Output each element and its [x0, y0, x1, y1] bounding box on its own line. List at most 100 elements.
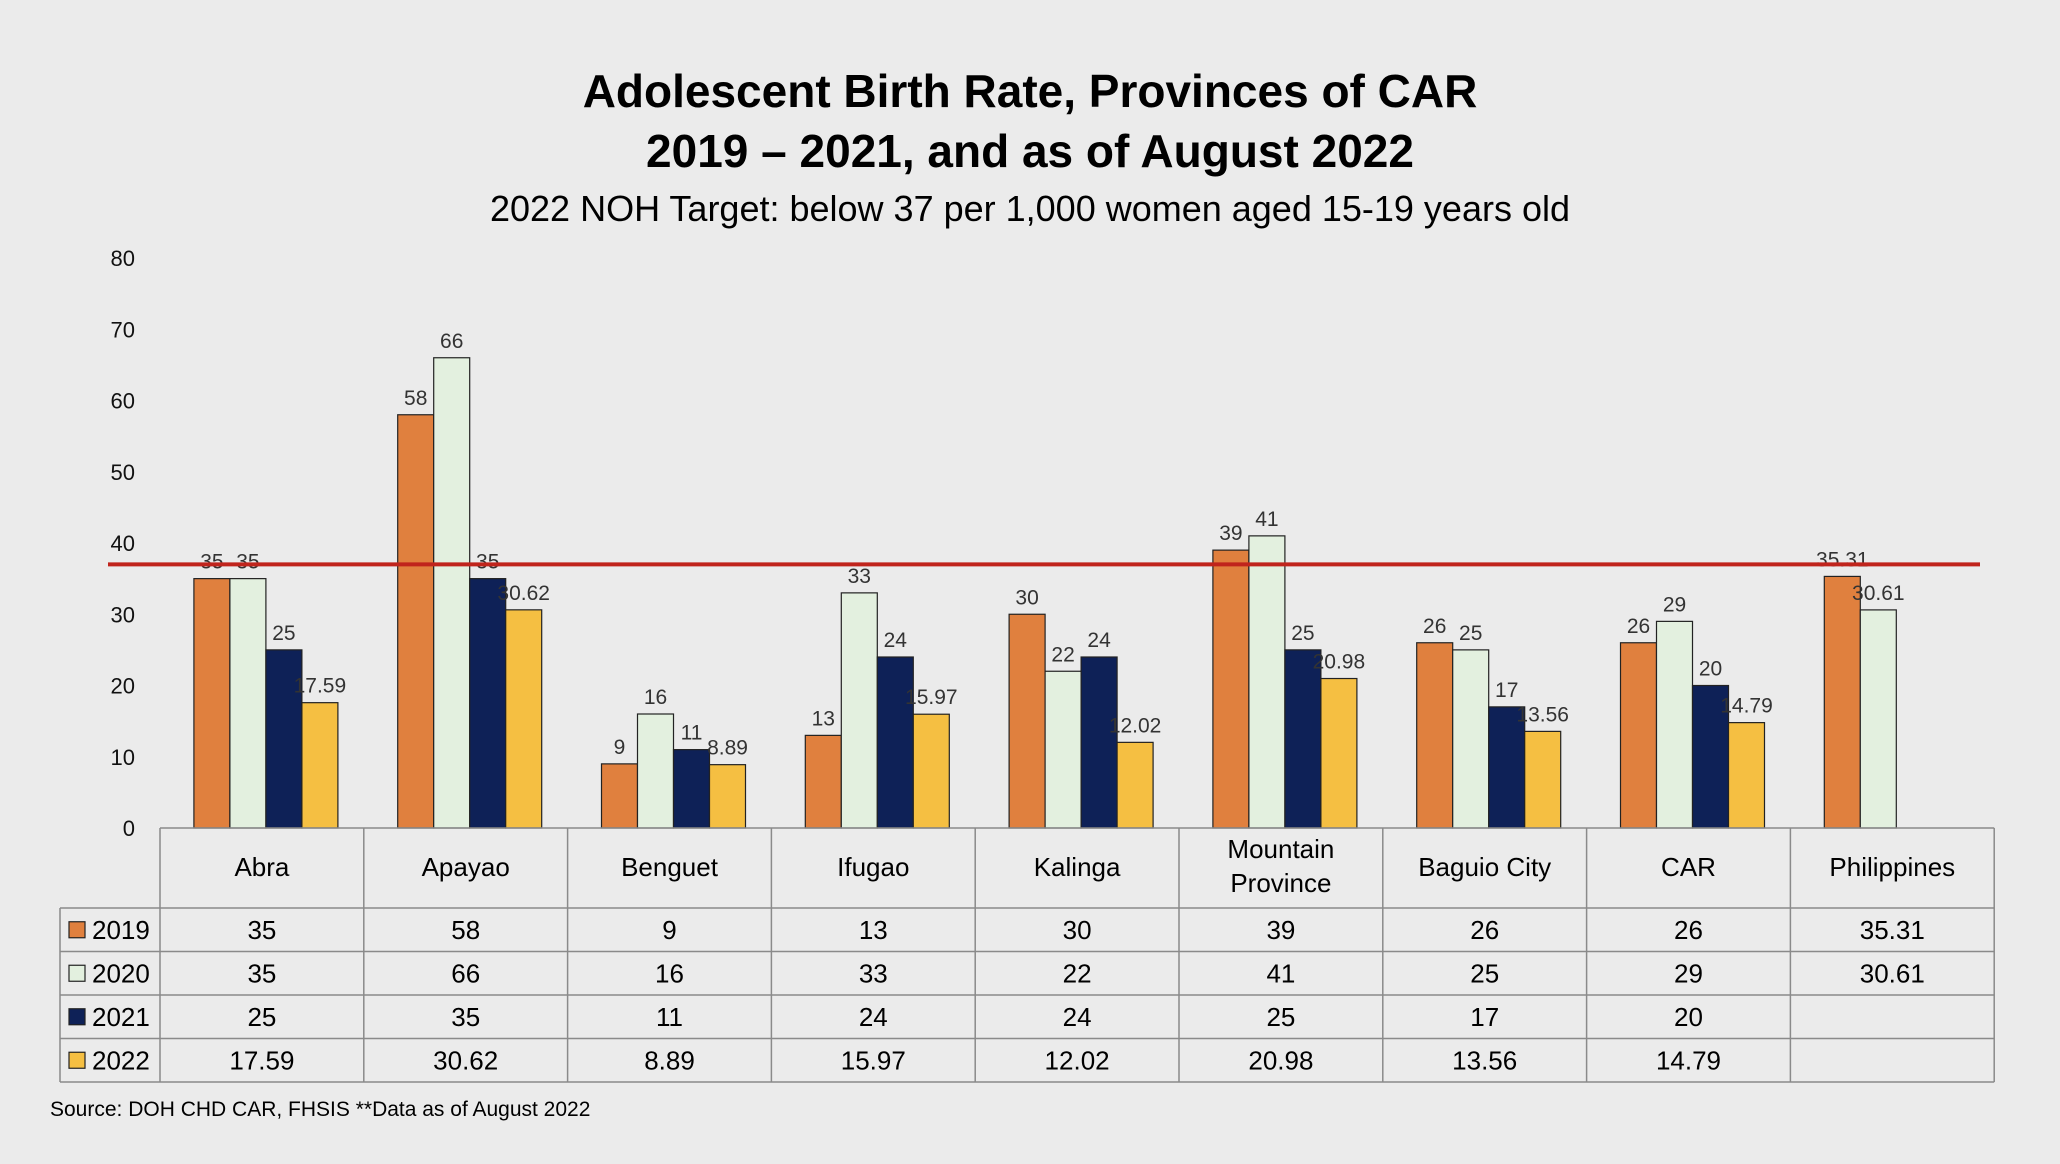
- category-label-abra: Abra: [234, 852, 289, 882]
- y-tick-label: 60: [111, 389, 135, 414]
- y-tick-label: 20: [111, 674, 135, 699]
- table-cell-car-2022: 14.79: [1656, 1045, 1721, 1075]
- bar-benguet-2021: [672, 749, 711, 829]
- table-cell-baguio-city-2022: 13.56: [1452, 1045, 1517, 1075]
- data-label-abra-2020: 35: [236, 551, 259, 574]
- table-cell-apayao-2019: 58: [451, 915, 480, 945]
- data-label-baguio-city-2020: 25: [1459, 622, 1482, 645]
- source-note: Source: DOH CHD CAR, FHSIS **Data as of …: [50, 1098, 591, 1121]
- data-label-car-2022: 14.79: [1720, 695, 1773, 718]
- data-label-kalinga-2021: 24: [1087, 629, 1111, 652]
- category-label-car: CAR: [1661, 852, 1716, 882]
- data-label-apayao-2022: 30.62: [497, 582, 550, 605]
- y-tick-label: 70: [111, 317, 135, 342]
- table-cell-mountain-province-2022: 20.98: [1248, 1045, 1313, 1075]
- bar-apayao-2019: [397, 414, 435, 829]
- table-cell-mountain-province-2019: 39: [1266, 915, 1295, 945]
- legend-label-2021: 2021: [92, 1002, 150, 1032]
- legend-swatch-2020: [68, 964, 86, 982]
- data-label-apayao-2021: 35: [476, 551, 499, 574]
- legend-label-2020: 2020: [92, 958, 150, 988]
- bar-mountain-province-2020: [1248, 535, 1286, 829]
- table-cell-ifugao-2021: 24: [859, 1002, 888, 1032]
- bar-abra-2022: [301, 702, 339, 829]
- bar-mountain-province-2021: [1284, 649, 1322, 829]
- bar-benguet-2020: [636, 713, 675, 829]
- data-label-philippines-2019: 35.31: [1816, 548, 1869, 571]
- table-cell-kalinga-2019: 30: [1063, 915, 1092, 945]
- chart-subtitle: 2022 NOH Target: below 37 per 1,000 wome…: [489, 188, 1571, 229]
- table-cell-abra-2022: 17.59: [229, 1045, 294, 1075]
- bar-car-2022: [1727, 722, 1766, 829]
- data-label-car-2020: 29: [1663, 593, 1686, 616]
- category-label-kalinga: Kalinga: [1034, 852, 1121, 882]
- table-cell-car-2019: 26: [1674, 915, 1703, 945]
- bar-mountain-province-2019: [1212, 549, 1250, 829]
- category-label-apayao: Apayao: [422, 852, 510, 882]
- bar-apayao-2021: [469, 578, 507, 829]
- table-cell-apayao-2020: 66: [451, 958, 480, 988]
- bar-apayao-2020: [433, 357, 471, 829]
- category-label-philippines: Philippines: [1829, 852, 1955, 882]
- table-cell-ifugao-2022: 15.97: [841, 1045, 906, 1075]
- bar-benguet-2019: [600, 763, 639, 829]
- category-label-benguet: Benguet: [621, 852, 719, 882]
- legend-label-2019: 2019: [92, 915, 150, 945]
- table-cell-apayao-2022: 30.62: [433, 1045, 498, 1075]
- category-label-mountain-province: Province: [1230, 868, 1331, 898]
- data-label-mountain-province-2021: 25: [1291, 622, 1314, 645]
- table-cell-apayao-2021: 35: [451, 1002, 480, 1032]
- bar-kalinga-2019: [1008, 613, 1046, 829]
- bar-car-2020: [1655, 620, 1694, 829]
- data-label-kalinga-2022: 12.02: [1109, 714, 1162, 737]
- table-cell-ifugao-2019: 13: [859, 915, 888, 945]
- data-label-mountain-province-2022: 20.98: [1313, 651, 1366, 674]
- table-cell-baguio-city-2019: 26: [1470, 915, 1499, 945]
- bar-ifugao-2020: [840, 592, 878, 829]
- table-cell-kalinga-2021: 24: [1063, 1002, 1092, 1032]
- table-cell-ifugao-2020: 33: [859, 958, 888, 988]
- legend-swatch-2019: [68, 921, 86, 939]
- bar-philippines-2019: [1823, 575, 1861, 829]
- table-cell-kalinga-2020: 22: [1063, 958, 1092, 988]
- data-label-abra-2022: 17.59: [294, 675, 347, 698]
- bar-mountain-province-2022: [1320, 677, 1358, 829]
- bar-baguio-city-2019: [1416, 642, 1454, 829]
- table-cell-benguet-2021: 11: [656, 1002, 683, 1032]
- data-label-benguet-2019: 9: [614, 736, 626, 759]
- y-tick-label: 10: [111, 745, 135, 770]
- bar-kalinga-2020: [1044, 670, 1082, 829]
- data-label-philippines-2020: 30.61: [1852, 582, 1905, 605]
- data-label-benguet-2020: 16: [644, 686, 667, 709]
- data-label-ifugao-2020: 33: [848, 565, 871, 588]
- bar-abra-2019: [193, 578, 231, 829]
- bar-philippines-2020: [1859, 609, 1897, 829]
- bar-kalinga-2022: [1116, 741, 1154, 829]
- table-cell-philippines-2020: 30.61: [1860, 958, 1925, 988]
- legend-swatch-2022: [68, 1051, 86, 1069]
- table-cell-benguet-2019: 9: [662, 915, 676, 945]
- data-label-car-2021: 20: [1699, 658, 1722, 681]
- data-label-ifugao-2021: 24: [884, 629, 908, 652]
- category-label-baguio-city: Baguio City: [1418, 852, 1551, 882]
- table-cell-mountain-province-2020: 41: [1266, 958, 1295, 988]
- bar-ifugao-2022: [912, 713, 950, 829]
- table-cell-philippines-2019: 35.31: [1860, 915, 1925, 945]
- data-label-kalinga-2020: 22: [1051, 643, 1074, 666]
- data-label-mountain-province-2019: 39: [1219, 522, 1242, 545]
- chart-title-line-1: Adolescent Birth Rate, Provinces of CAR: [582, 65, 1478, 117]
- data-label-kalinga-2019: 30: [1015, 586, 1038, 609]
- data-label-benguet-2022: 8.89: [707, 737, 748, 760]
- category-label-ifugao: Ifugao: [837, 852, 909, 882]
- y-tick-label: 50: [111, 460, 135, 485]
- y-tick-label: 40: [111, 531, 135, 556]
- bar-baguio-city-2022: [1524, 730, 1562, 829]
- bar-kalinga-2021: [1080, 656, 1118, 829]
- y-tick-label: 30: [111, 602, 135, 627]
- data-label-benguet-2021: 11: [681, 722, 703, 745]
- bar-ifugao-2021: [876, 656, 914, 829]
- table-cell-abra-2019: 35: [247, 915, 276, 945]
- data-label-apayao-2020: 66: [440, 330, 463, 353]
- data-label-ifugao-2019: 13: [812, 707, 835, 730]
